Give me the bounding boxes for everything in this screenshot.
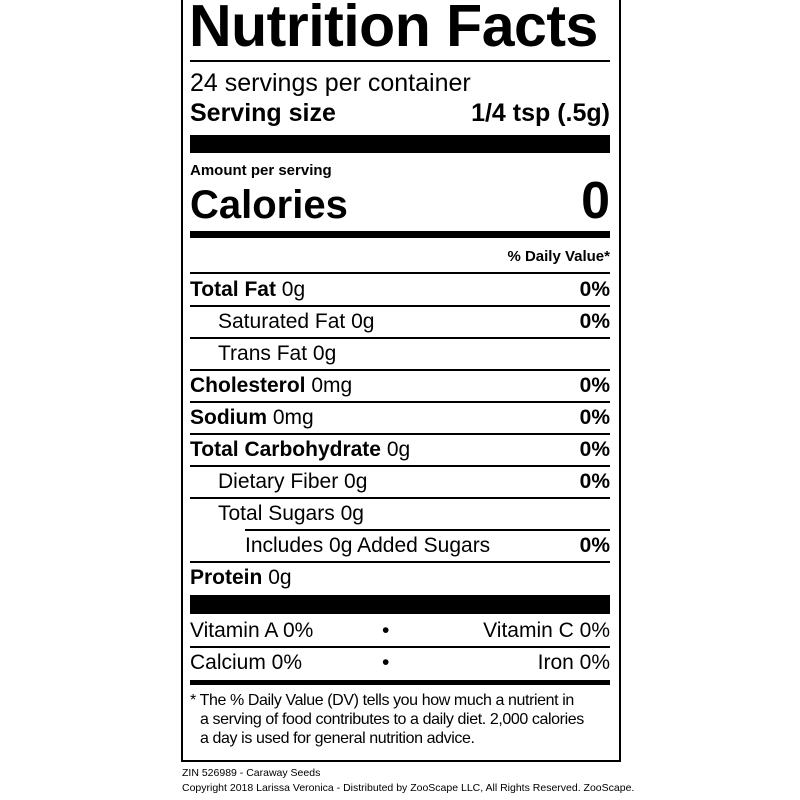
nutrient-row: Dietary Fiber 0g 0% [190,466,610,498]
divider [190,433,610,435]
nutrient-row: Total Carbohydrate 0g 0% [190,434,610,466]
calories-value: 0 [581,172,610,230]
nutrient-row: Trans Fat 0g [190,338,610,370]
nutrient-name: Saturated Fat 0g [218,310,375,333]
bullet-separator: • [382,619,390,642]
footnote-line: a day is used for general nutrition advi… [200,730,475,747]
thick-divider [190,595,610,614]
calcium: Calcium 0% [190,651,303,674]
nutrient-label: Total Carbohydrate [190,438,381,461]
nutrient-amount: 0mg [272,406,314,429]
nutrient-row: Includes 0g Added Sugars 0% [190,530,610,562]
iron: Iron 0% [537,651,610,674]
nutrient-label: Cholesterol [190,374,306,397]
nutrient-amount: Total Sugars 0g [218,502,364,525]
serving-size-label: Serving size [190,99,336,127]
nutrient-name: Cholesterol 0mg [190,374,353,397]
daily-value-header: % Daily Value* [507,248,610,265]
nutrient-name: Protein 0g [190,566,292,589]
vitamin-c: Vitamin C 0% [483,619,610,642]
daily-value-percent: 0% [579,278,610,301]
serving-size-value: 1/4 tsp (.5g) [471,99,610,127]
thick-divider [190,135,610,153]
nutrient-row: Sodium 0mg 0% [190,402,610,434]
medium-divider [190,231,610,238]
divider [190,646,610,648]
vitamin-a: Vitamin A 0% [190,619,314,642]
nutrient-row: Saturated Fat 0g 0% [190,306,610,338]
nutrient-amount: 0g [281,278,306,301]
nutrient-name: Total Sugars 0g [218,502,364,525]
nutrient-amount: Saturated Fat 0g [218,310,375,333]
nutrient-name: Includes 0g Added Sugars [245,534,491,557]
footnote-line: a serving of food contributes to a daily… [200,711,584,728]
amount-per-serving: Amount per serving [190,162,332,179]
divider [190,337,610,339]
nutrient-name: Trans Fat 0g [218,342,337,365]
daily-value-percent: 0% [579,534,610,557]
nutrient-name: Total Fat 0g [190,278,306,301]
copyright: Copyright 2018 Larissa Veronica - Distri… [182,782,635,794]
divider [190,369,610,371]
nutrient-name: Sodium 0mg [190,406,314,429]
daily-value-percent: 0% [579,470,610,493]
nutrient-row: Cholesterol 0mg 0% [190,370,610,402]
divider [190,465,610,467]
nutrient-amount: 0mg [311,374,353,397]
nutrient-label: Total Fat [190,278,276,301]
nutrient-row: Total Sugars 0g [190,498,610,530]
daily-value-percent: 0% [579,406,610,429]
nutrient-label: Protein [190,566,263,589]
divider [190,272,610,274]
divider [245,529,610,531]
nutrient-amount: 0g [268,566,292,589]
nutrient-name: Total Carbohydrate 0g [190,438,411,461]
nutrient-row: Total Fat 0g 0% [190,274,610,306]
bullet-separator: • [382,651,390,674]
nutrition-label-border [181,0,621,762]
nutrient-amount: Includes 0g Added Sugars [245,534,491,557]
footnote-line: * The % Daily Value (DV) tells you how m… [190,692,574,709]
servings-per-container: 24 servings per container [190,69,471,97]
nutrient-name: Dietary Fiber 0g [218,470,368,493]
divider [190,401,610,403]
nutrient-row: Protein 0g [190,562,610,594]
nutrient-amount: Trans Fat 0g [218,342,337,365]
divider [190,561,610,563]
label-title: Nutrition Facts [189,0,598,59]
daily-value-percent: 0% [579,310,610,333]
divider [190,497,610,499]
footnote: * The % Daily Value (DV) tells you how m… [190,691,584,748]
daily-value-percent: 0% [579,374,610,397]
calories-label: Calories [190,183,348,227]
nutrient-label: Sodium [190,406,267,429]
medium-divider [190,680,610,685]
nutrient-amount: 0g [386,438,411,461]
daily-value-percent: 0% [579,438,610,461]
product-line: ZIN 526989 - Caraway Seeds [182,767,321,779]
divider [190,305,610,307]
nutrient-amount: Dietary Fiber 0g [218,470,368,493]
divider [190,60,610,62]
